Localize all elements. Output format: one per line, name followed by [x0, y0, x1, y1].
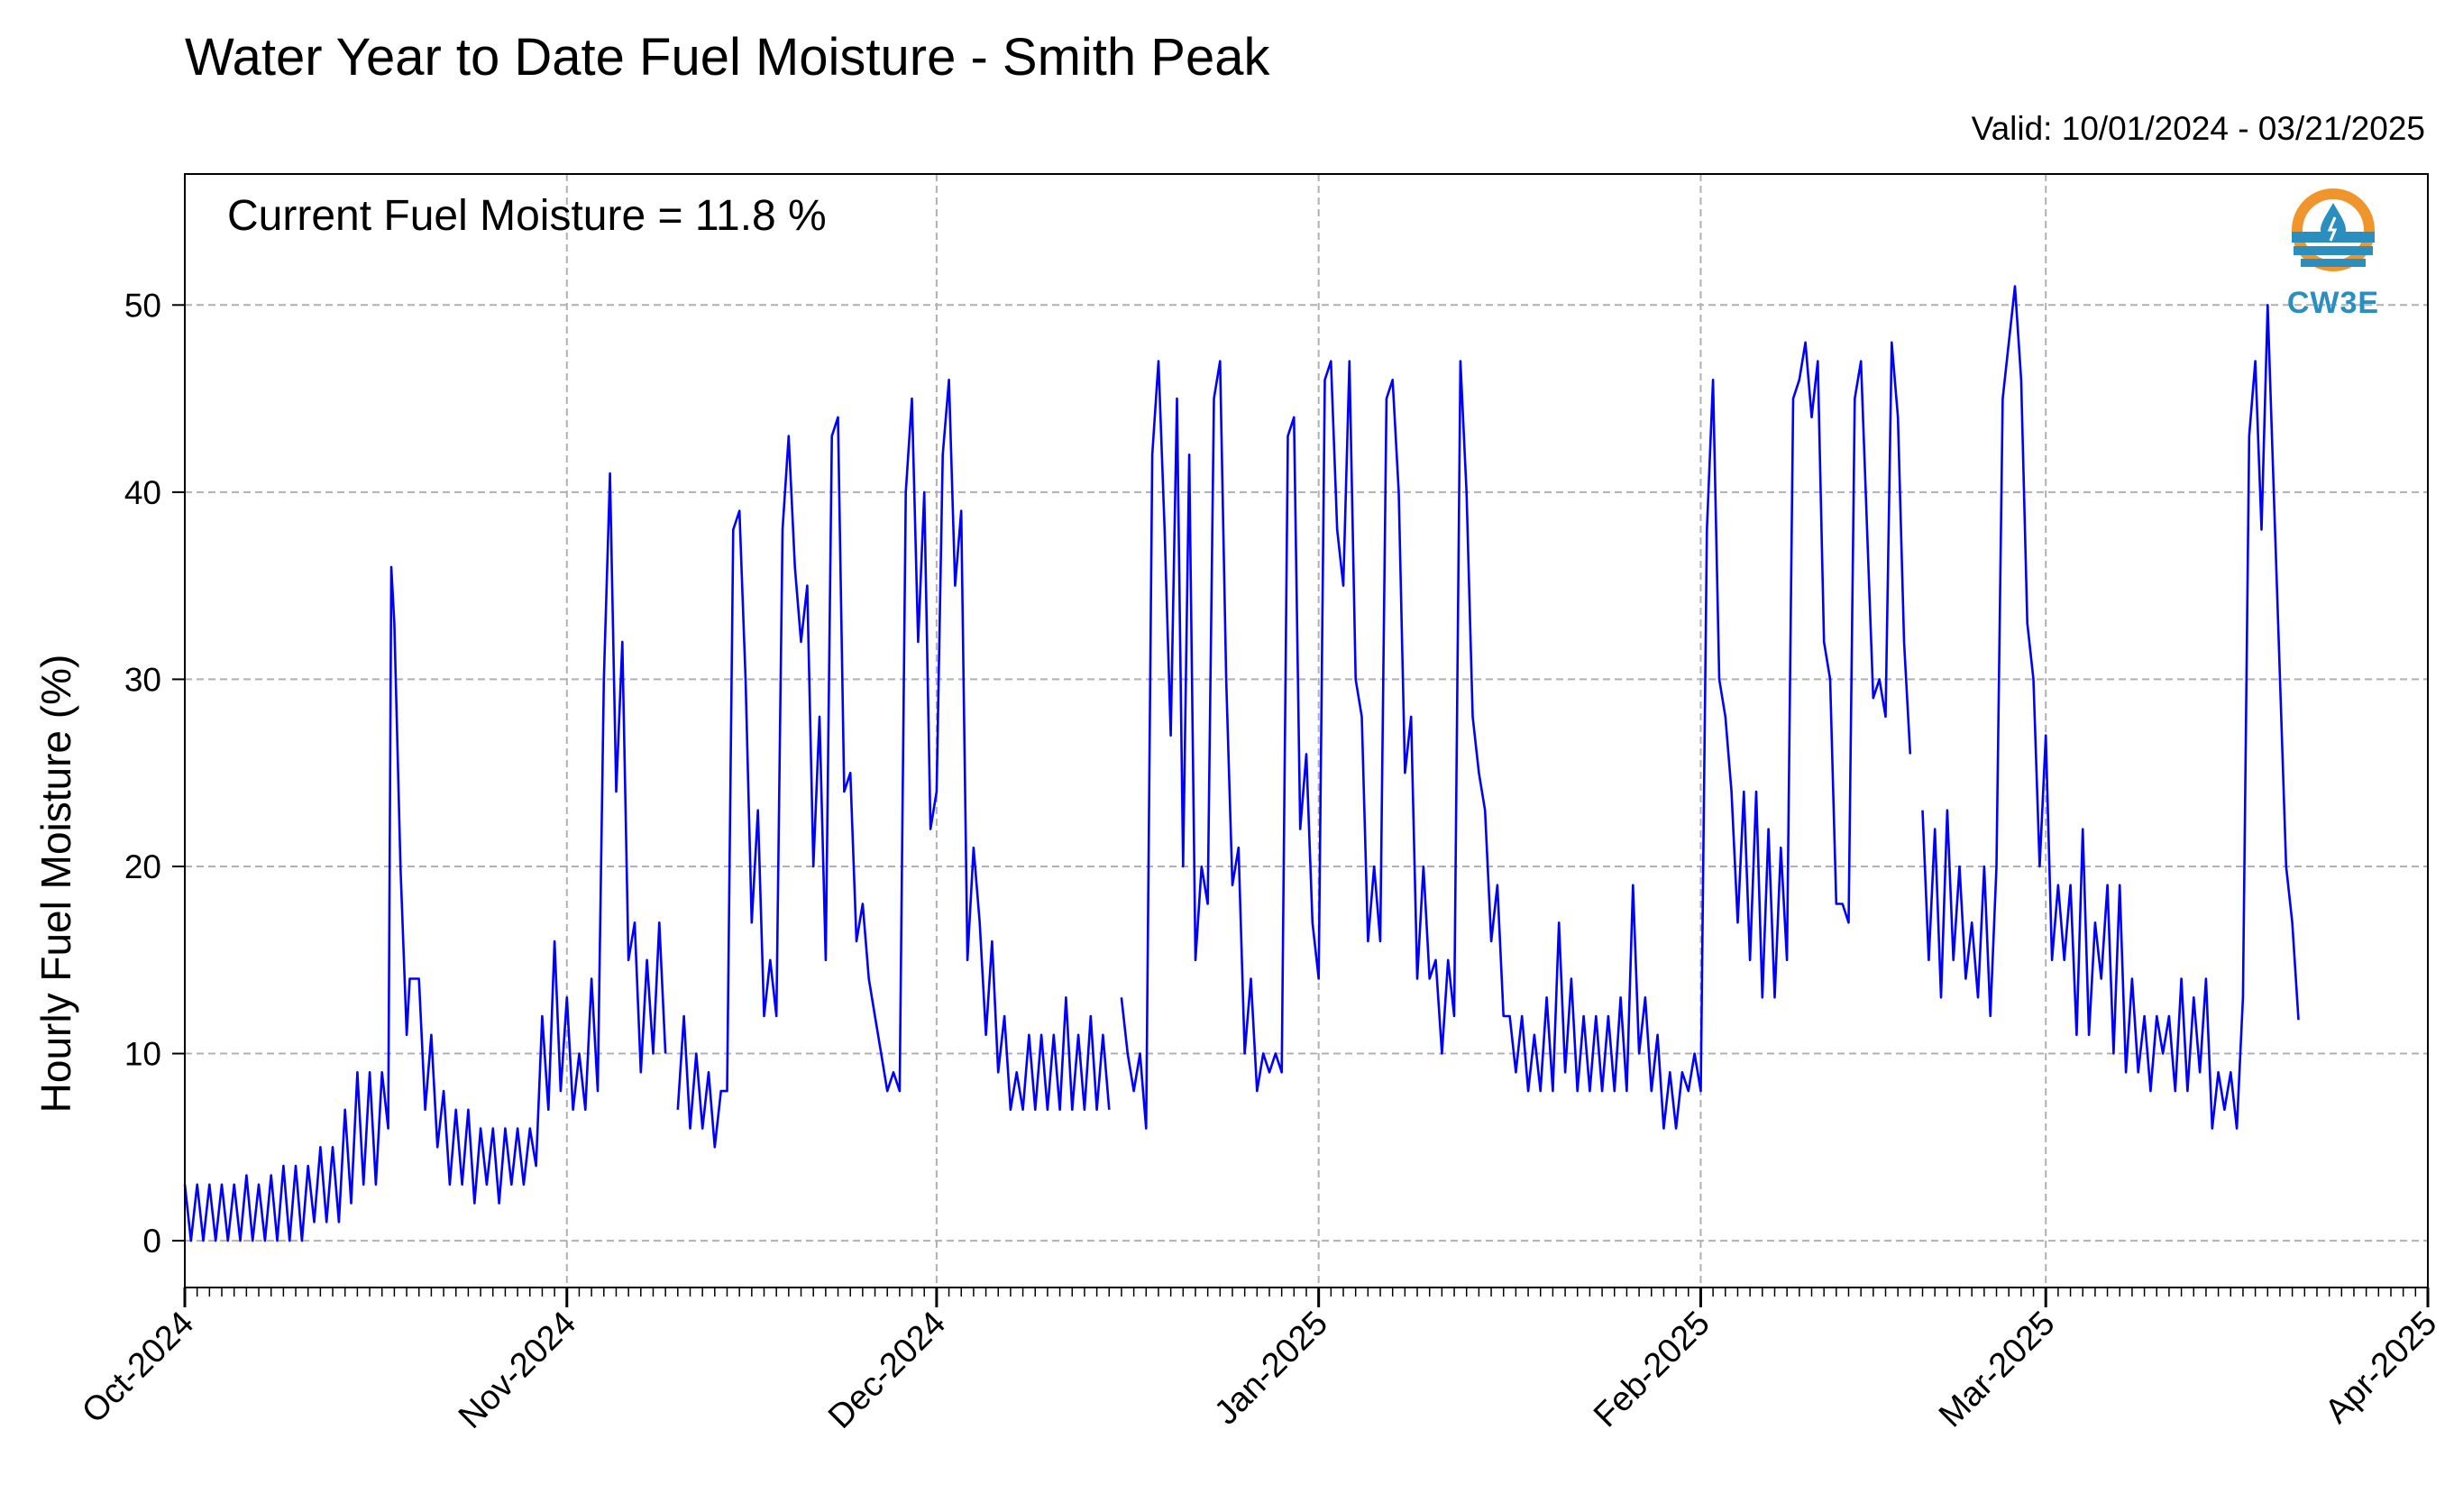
series-line-0	[183, 285, 2300, 1242]
series-group	[183, 285, 2300, 1242]
x-tick-label: Nov-2024	[452, 1305, 583, 1436]
x-axis: Oct-2024 Nov-2024 Dec-2024 Jan-2025 Feb-2025…	[75, 1287, 2444, 1436]
x-tick-label: Feb-2025	[1587, 1305, 1717, 1435]
cw3e-logo: CW3E	[2279, 185, 2387, 329]
valid-date-range: Valid: 10/01/2024 - 03/21/2025	[1971, 110, 2425, 147]
x-tick-label: Apr-2025	[2318, 1305, 2444, 1431]
chart-title: Water Year to Date Fuel Moisture - Smith…	[185, 28, 1270, 87]
y-tick-label: 10	[124, 1036, 161, 1073]
y-tick-label: 40	[124, 474, 161, 511]
current-fuel-moisture-annotation: Current Fuel Moisture = 11.8 %	[227, 192, 827, 240]
y-tick-label: 20	[124, 848, 161, 885]
x-tick-label: Jan-2025	[1207, 1305, 1335, 1433]
y-axis: 0 10 20 30 40 50	[124, 287, 185, 1260]
y-tick-label: 30	[124, 661, 161, 698]
x-tick-label: Oct-2024	[75, 1305, 201, 1431]
y-axis-label: Hourly Fuel Moisture (%)	[32, 654, 79, 1113]
x-tick-label: Mar-2025	[1932, 1305, 2063, 1435]
y-tick-label: 0	[142, 1223, 161, 1260]
grid-lines	[185, 174, 2428, 1287]
water-drop-icon	[2292, 188, 2375, 271]
plot-frame	[184, 173, 2429, 1288]
logo-text: CW3E	[2286, 286, 2380, 320]
x-tick-label: Dec-2024	[821, 1305, 953, 1436]
y-tick-label: 50	[124, 287, 161, 324]
